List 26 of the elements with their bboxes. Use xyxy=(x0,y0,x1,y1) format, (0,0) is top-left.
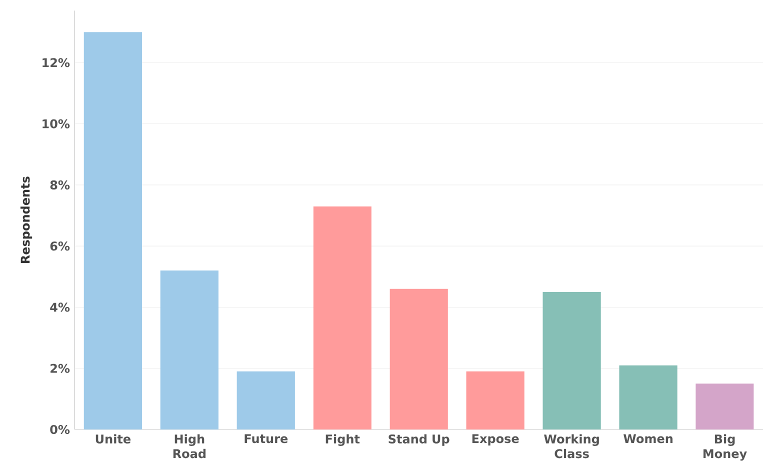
x-tick-label: Big Money xyxy=(704,434,747,461)
bar xyxy=(84,32,142,430)
y-tick-label: 12% xyxy=(42,58,70,68)
y-tick-label: 4% xyxy=(50,302,70,312)
x-tick-label: High Road xyxy=(173,434,206,458)
y-axis-title: Respondents xyxy=(20,176,32,264)
x-tick-label: Future xyxy=(244,434,288,444)
x-tick-label: Expose xyxy=(472,434,519,446)
y-tick-label: 10% xyxy=(42,119,70,128)
y-tick-label: 0% xyxy=(50,425,70,434)
y-tick-label: 8% xyxy=(50,180,70,190)
bar xyxy=(390,288,448,430)
y-tick-label: 2% xyxy=(50,364,70,373)
bar xyxy=(313,206,372,430)
x-tick-label: Stand Up xyxy=(388,434,450,446)
bar xyxy=(236,371,295,430)
bar xyxy=(160,270,218,430)
bar xyxy=(542,292,601,430)
y-tick-label: 6% xyxy=(50,242,70,251)
bar xyxy=(619,365,678,430)
x-tick-label: Fight xyxy=(326,434,360,446)
bar xyxy=(466,371,524,430)
x-tick-label: Unite xyxy=(96,434,131,444)
x-tick-label: Working Class xyxy=(544,434,599,458)
bar xyxy=(696,384,754,430)
x-tick-label: Women xyxy=(624,434,672,444)
